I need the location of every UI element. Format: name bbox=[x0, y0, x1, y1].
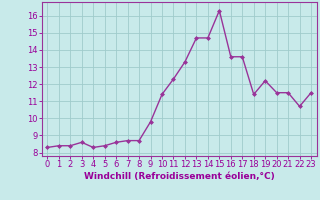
X-axis label: Windchill (Refroidissement éolien,°C): Windchill (Refroidissement éolien,°C) bbox=[84, 172, 275, 181]
